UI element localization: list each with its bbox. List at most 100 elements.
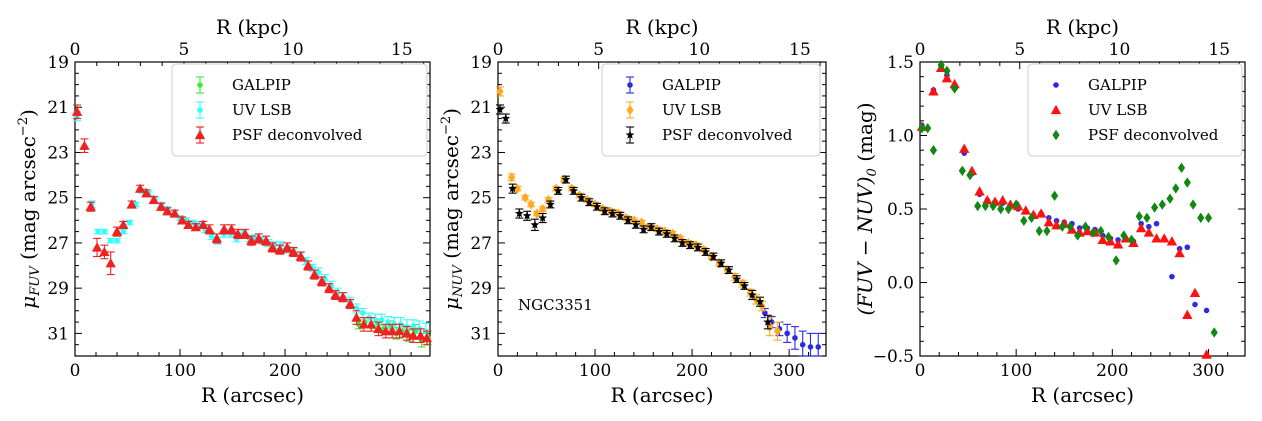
data-point <box>386 325 398 336</box>
data-point <box>974 200 982 212</box>
data-point <box>226 224 237 234</box>
data-point <box>120 228 127 235</box>
data-point <box>784 330 790 337</box>
data-point <box>538 213 548 222</box>
data-point <box>351 312 362 322</box>
data-point <box>1120 230 1128 241</box>
data-point <box>148 194 159 205</box>
data-point <box>608 208 617 218</box>
data-point <box>162 206 173 216</box>
top-axis-title: R (kpc) <box>625 15 698 39</box>
galaxy-label: NGC3351 <box>518 296 593 314</box>
x-tick-label: 100 <box>164 361 196 381</box>
legend: GALPIP UV LSB PSF deconvolved <box>171 63 428 157</box>
data-point <box>792 335 798 341</box>
data-point <box>929 145 938 156</box>
data-point <box>1174 247 1185 258</box>
data-point <box>330 289 341 300</box>
data-point <box>974 186 985 196</box>
data-point <box>928 86 939 96</box>
x-tick-label: 300 <box>1192 361 1224 381</box>
data-point <box>546 199 555 209</box>
data-point <box>204 224 215 234</box>
data-point <box>941 72 953 83</box>
data-point <box>740 281 749 290</box>
data-point <box>1169 273 1175 280</box>
data-point <box>1127 234 1136 246</box>
x-tick-label: 0 <box>915 361 926 381</box>
data-point <box>101 228 108 235</box>
data-point <box>747 290 757 299</box>
data-point <box>958 165 966 176</box>
x-tick-label: 100 <box>579 361 611 381</box>
top-tick-label: 5 <box>593 40 604 60</box>
data-point <box>302 260 314 270</box>
data-point <box>415 330 426 340</box>
data-point <box>114 237 120 244</box>
series-uv-lsb <box>916 62 1212 359</box>
data-point <box>1189 287 1201 297</box>
top-tick-label: 15 <box>789 40 811 60</box>
data-point <box>997 203 1005 215</box>
data-point <box>1097 234 1108 245</box>
series-psf-deconvolved <box>918 59 1218 338</box>
data-point <box>630 215 638 226</box>
top-tick-label: 5 <box>179 40 190 60</box>
y-title-close: ) <box>16 109 40 117</box>
data-point <box>661 226 669 237</box>
data-point <box>533 208 541 219</box>
x-tick-label: 300 <box>773 361 805 381</box>
data-point <box>281 242 293 252</box>
data-point <box>1020 215 1028 226</box>
data-point <box>1020 205 1031 215</box>
y-tick-label: 25 <box>47 189 69 209</box>
data-point <box>176 215 188 225</box>
data-point <box>997 194 1008 205</box>
data-point <box>1151 233 1162 243</box>
data-point <box>527 199 535 210</box>
data-point <box>1112 255 1120 266</box>
data-point <box>1066 221 1074 232</box>
data-point <box>685 240 695 249</box>
data-point <box>501 113 511 123</box>
data-point <box>1166 236 1178 246</box>
data-point <box>507 172 516 183</box>
data-point <box>738 278 747 289</box>
data-point <box>773 325 782 337</box>
data-point <box>716 258 726 267</box>
y-tick-label: 27 <box>470 234 492 254</box>
data-point <box>600 206 610 215</box>
top-tick-label: 0 <box>915 40 926 60</box>
data-point <box>1104 231 1113 243</box>
y-axis-title: (FUV − NUV)0 (mag) <box>853 103 880 316</box>
data-point <box>639 224 648 234</box>
y-title-sub: FUV <box>28 265 43 297</box>
top-x-axis: 0 5 10 15 R (kpc) <box>915 15 1240 69</box>
data-point <box>646 222 656 231</box>
data-point <box>1151 202 1159 213</box>
data-point <box>508 184 517 193</box>
data-point <box>1204 212 1213 224</box>
data-point <box>91 242 103 252</box>
data-point <box>514 208 524 218</box>
data-point <box>1172 183 1180 194</box>
data-point <box>373 323 384 334</box>
data-point <box>724 265 734 274</box>
data-point <box>211 233 222 243</box>
data-point <box>1192 301 1198 308</box>
data-point <box>981 200 989 212</box>
data-point <box>521 192 529 203</box>
data-point <box>709 251 718 261</box>
data-point <box>197 219 209 229</box>
data-point <box>692 239 700 251</box>
data-point <box>1203 307 1210 314</box>
panel-fuv: 0 100 200 300 R (arcsec) 0 5 10 15 R (kpc) 19 21 23 2… <box>16 15 433 407</box>
data-point <box>71 106 83 116</box>
data-point <box>1004 203 1013 215</box>
data-point <box>943 65 951 77</box>
data-point <box>385 319 391 325</box>
data-point <box>218 224 230 234</box>
x-axis: 0 100 200 300 R (arcsec) <box>915 349 1229 407</box>
y-tick-label: 0.0 <box>887 274 914 294</box>
data-point <box>141 187 152 198</box>
